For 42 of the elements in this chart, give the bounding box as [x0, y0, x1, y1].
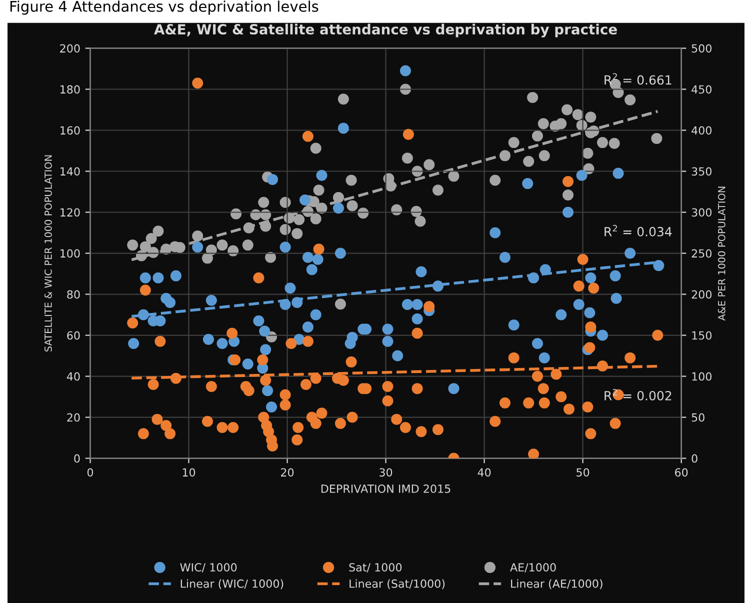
x-tick-label: 30 [380, 468, 392, 477]
x-axis-title: DEPRIVATION IMD 2015 [321, 484, 450, 493]
y2-tick-label: 400 [692, 126, 712, 135]
x-tick-label: 20 [281, 468, 294, 477]
y2-tick-label: 300 [692, 208, 712, 217]
legend-label: Sat/ 1000 [349, 563, 402, 572]
x-tick-label: 40 [478, 468, 491, 477]
y-tick-label: 160 [60, 126, 80, 135]
y2-tick-label: 150 [692, 331, 712, 340]
chart-title: A&E, WIC & Satellite attendance vs deprivation by practice [154, 24, 617, 38]
legend-label: WIC/ 1000 [180, 563, 237, 572]
y2-tick-label: 450 [692, 85, 712, 94]
y-tick-label: 200 [60, 44, 80, 53]
y2-tick-label: 200 [692, 290, 712, 299]
annotation: R$^{2}$ = 0.661 [604, 73, 672, 85]
y-tick-label: 140 [60, 167, 80, 176]
y-tick-label: 80 [67, 290, 80, 299]
y-axis-title: SATELLITE & WIC PER 1000 POPULATION [44, 155, 52, 352]
y2-tick-label: 500 [692, 44, 712, 53]
y-tick-label: 60 [67, 331, 80, 340]
y-tick-label: 20 [67, 413, 80, 422]
y2-tick-label: 350 [692, 167, 712, 176]
annotation: R$^{2}$ = 0.034 [604, 224, 672, 236]
y-tick-label: 40 [66, 372, 80, 381]
y2-axis-title: A&E PER 1000 POPULATION [718, 186, 726, 321]
legend-label: Linear (AE/1000) [511, 579, 602, 590]
x-tick-label: 50 [576, 468, 590, 477]
caption: Figure 4 Attendances vs deprivation levels [10, 0, 318, 15]
y-tick-label: 100 [60, 249, 80, 258]
y-tick-label: 120 [60, 208, 80, 217]
x-tick-label: 60 [675, 468, 688, 477]
y2-tick-label: 50 [692, 413, 704, 422]
legend-label: AE/1000 [510, 563, 556, 572]
x-tick-label: 10 [182, 468, 196, 477]
y-tick-label: 180 [60, 85, 80, 94]
legend-label: Linear (Sat/1000) [350, 579, 445, 590]
y-tick-label: 0 [74, 454, 80, 463]
y2-tick-label: 0 [692, 454, 698, 463]
legend-label: Linear (WIC/ 1000) [180, 579, 284, 590]
y2-tick-label: 100 [692, 372, 712, 381]
x-tick-label: 0 [87, 468, 94, 477]
y2-tick-label: 250 [692, 249, 712, 258]
